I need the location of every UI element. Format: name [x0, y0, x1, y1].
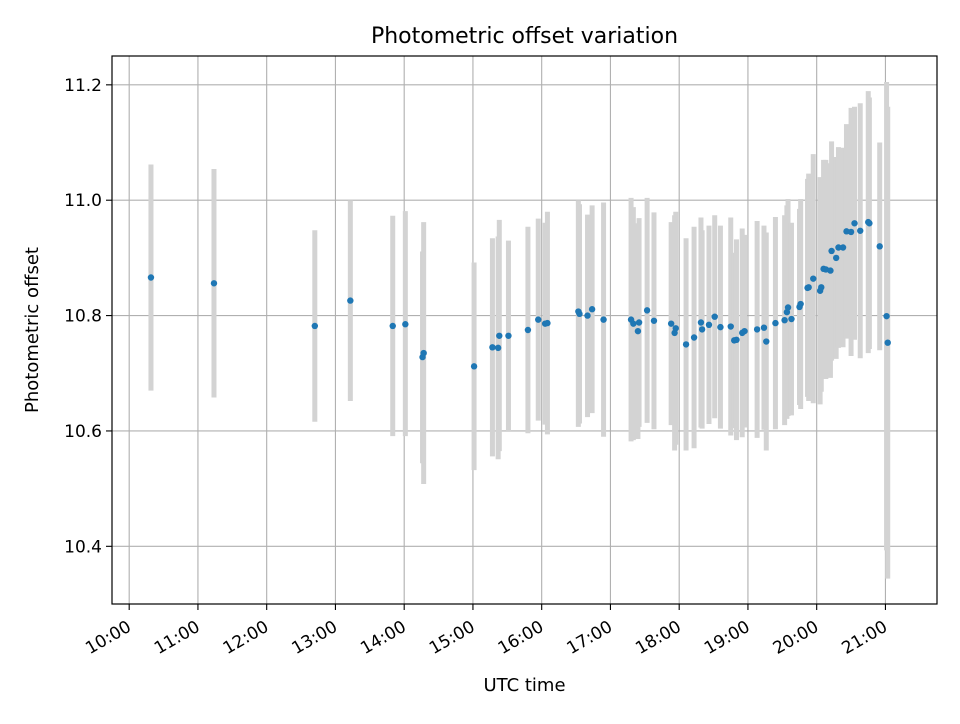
- data-point: [147, 274, 155, 281]
- data-point: [311, 322, 319, 330]
- data-point: [810, 275, 817, 282]
- y-tick-label: 10.4: [64, 537, 102, 557]
- data-point: [544, 319, 551, 327]
- data-point: [698, 326, 706, 333]
- data-point: [705, 321, 713, 329]
- y-axis-label: Photometric offset: [22, 247, 43, 413]
- data-point: [857, 227, 864, 234]
- data-point: [805, 284, 812, 291]
- data-point: [630, 320, 637, 327]
- data-point: [828, 247, 835, 255]
- data-point: [420, 349, 427, 357]
- data-point: [389, 322, 396, 330]
- data-point: [210, 280, 218, 287]
- data-point: [835, 244, 842, 251]
- data-point: [760, 324, 768, 331]
- data-point: [672, 325, 679, 332]
- y-axis-ticks: 10.4 10.6 10.8 11.0 11.2: [64, 76, 112, 557]
- data-point: [505, 332, 512, 339]
- data-point: [667, 320, 675, 327]
- data-point: [788, 315, 795, 323]
- data-point: [876, 243, 883, 250]
- data-point: [643, 307, 651, 314]
- data-point: [753, 326, 761, 333]
- data-point: [496, 332, 503, 339]
- data-point: [851, 220, 858, 227]
- data-point: [489, 344, 496, 351]
- data-point: [763, 338, 770, 345]
- data-point: [818, 284, 825, 291]
- plot-frame: [111, 55, 938, 605]
- data-point: [588, 306, 596, 313]
- data-point: [883, 312, 890, 320]
- data-point: [827, 267, 834, 274]
- data-point: [535, 316, 542, 323]
- data-point: [866, 220, 873, 227]
- y-tick-label: 11.0: [64, 191, 102, 211]
- x-axis-label: UTC time: [483, 675, 565, 696]
- data-point: [600, 316, 607, 323]
- data-point: [347, 297, 354, 304]
- data-point: [494, 344, 502, 352]
- data-point: [635, 319, 643, 326]
- data-point: [884, 339, 891, 346]
- data-point: [733, 336, 740, 344]
- data-point: [634, 327, 642, 335]
- data-point: [524, 326, 532, 334]
- data-point: [741, 327, 748, 335]
- data-point: [682, 341, 690, 348]
- data-point: [402, 321, 409, 328]
- data-point: [839, 244, 847, 251]
- data-point: [470, 363, 478, 370]
- data-point: [847, 228, 855, 236]
- data-point: [697, 319, 705, 326]
- data-point: [576, 310, 583, 318]
- data-point: [717, 323, 724, 331]
- data-point: [584, 312, 591, 319]
- data-point: [711, 313, 718, 320]
- data-point: [781, 316, 788, 324]
- y-tick-label: 10.8: [64, 307, 102, 327]
- data-point: [727, 323, 734, 330]
- y-tick-label: 11.2: [64, 76, 102, 96]
- chart-title: Photometric offset variation: [371, 24, 678, 49]
- y-tick-label: 10.6: [64, 422, 102, 442]
- data-point: [690, 334, 698, 341]
- data-point: [797, 300, 804, 308]
- data-point: [650, 317, 658, 324]
- point-layer: [147, 218, 891, 370]
- data-point: [784, 304, 792, 311]
- data-point: [772, 319, 779, 327]
- data-point: [832, 254, 840, 262]
